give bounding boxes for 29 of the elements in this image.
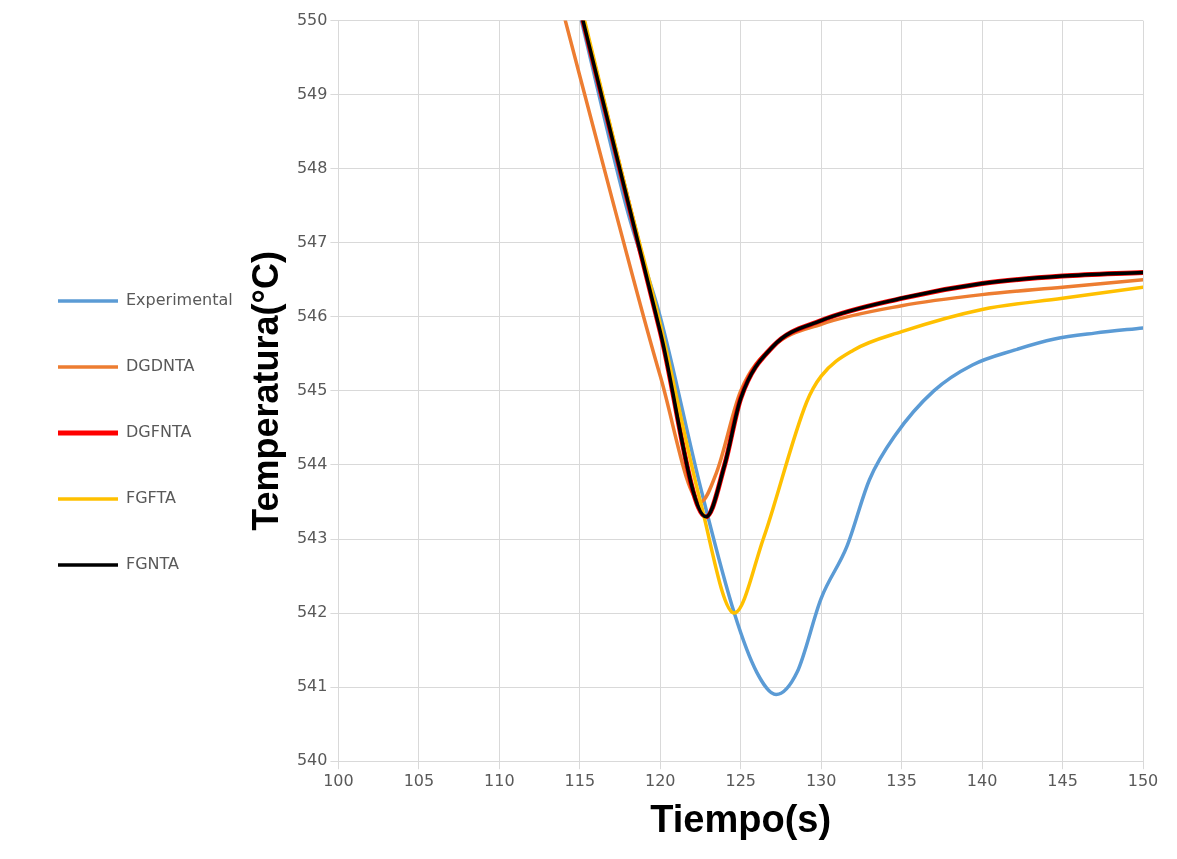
x-axis-title: Tiempo(s) bbox=[650, 797, 832, 840]
y-tick-label: 542 bbox=[296, 602, 328, 622]
y-tick-label: 543 bbox=[296, 528, 328, 548]
legend-label: DGFNTA bbox=[126, 422, 192, 442]
x-tick-label: 125 bbox=[725, 770, 756, 790]
x-tick-label: 115 bbox=[564, 770, 596, 790]
x-tick-label: 120 bbox=[644, 770, 676, 790]
x-tick-label: 150 bbox=[1127, 770, 1159, 790]
y-tick-label: 545 bbox=[296, 380, 328, 400]
y-tick-label: 547 bbox=[296, 231, 328, 251]
y-tick-label: 544 bbox=[296, 454, 328, 474]
x-tick-label: 140 bbox=[966, 770, 998, 790]
y-tick-label: 549 bbox=[296, 83, 328, 103]
x-tick-label: 145 bbox=[1047, 770, 1078, 790]
y-tick-label: 546 bbox=[296, 306, 328, 325]
legend-label: FGNTA bbox=[126, 554, 180, 574]
x-tick-label: 105 bbox=[403, 770, 435, 790]
legend-label: Experimental bbox=[126, 290, 233, 310]
x-tick-label: 100 bbox=[323, 770, 354, 790]
y-tick-label: 550 bbox=[296, 9, 328, 29]
x-tick-label: 110 bbox=[484, 770, 515, 790]
y-tick-label: 548 bbox=[296, 157, 328, 177]
legend-label: FGFTA bbox=[126, 488, 177, 508]
x-tick-label: 130 bbox=[805, 770, 837, 790]
legend-label: DGDNTA bbox=[126, 356, 195, 376]
y-tick-label: 541 bbox=[296, 676, 328, 696]
y-axis-title: Temperatura(°C) bbox=[245, 251, 287, 531]
x-tick-label: 135 bbox=[886, 770, 917, 790]
y-tick-label: 540 bbox=[296, 750, 328, 770]
